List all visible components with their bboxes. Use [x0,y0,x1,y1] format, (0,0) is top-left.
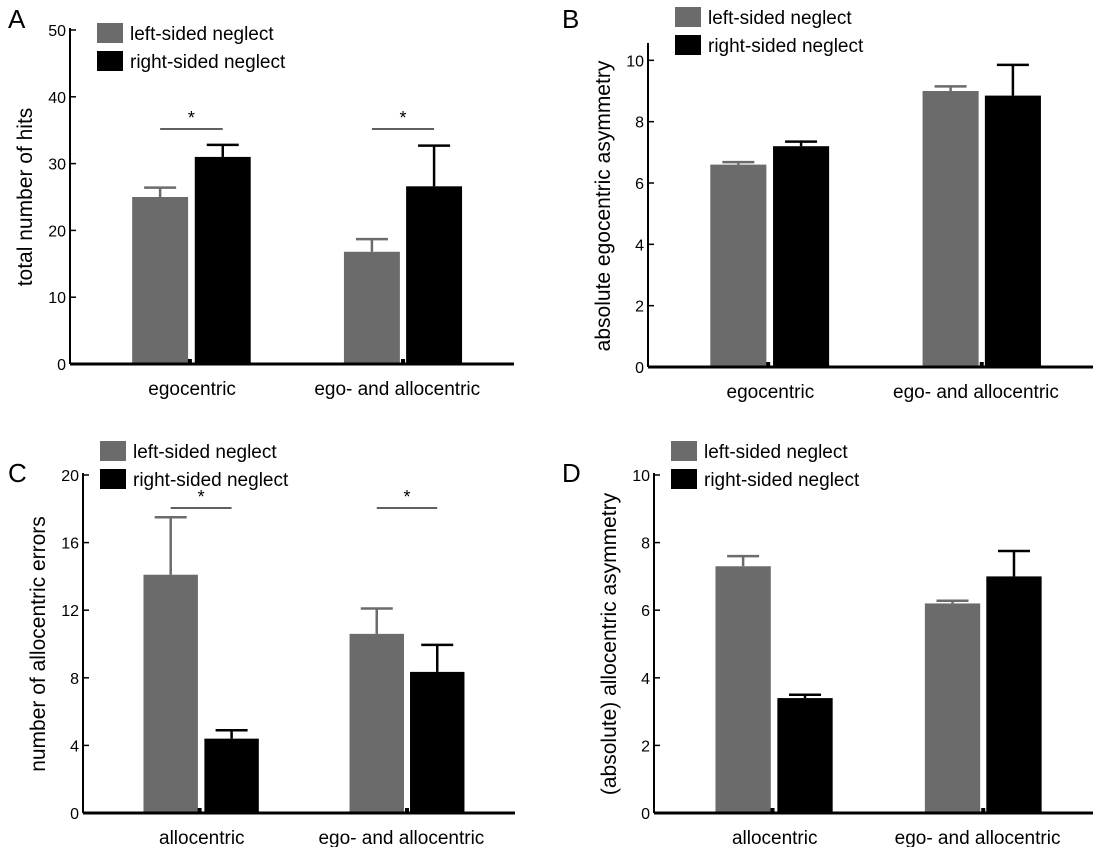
legend-label: left-sided neglect [130,24,274,45]
legend-swatch-right [97,51,123,71]
y-tick-label: 12 [61,603,79,620]
bar-left-1 [922,91,979,367]
y-tick-label: 2 [635,299,644,316]
bar-left-0 [143,574,198,813]
legend-swatch-right [100,469,126,489]
y-tick-label: 2 [641,738,650,755]
y-tick-label: 50 [48,23,66,40]
category-label: ego- and allocentric [893,382,1059,403]
y-tick-label: 30 [48,157,66,174]
bar-right-0 [773,146,830,367]
y-tick-label: 20 [61,468,79,485]
legend-label: right-sided neglect [708,36,864,57]
legend-label: left-sided neglect [708,8,852,29]
legend-label: right-sided neglect [130,52,286,73]
category-label: allocentric [159,828,245,847]
bar-right-1 [410,671,465,813]
x-tick [405,808,409,813]
legend-label: left-sided neglect [133,442,277,463]
y-axis-label: number of allocentric errors [27,516,50,772]
y-tick-label: 16 [61,536,79,553]
legend-swatch-left [671,441,697,461]
legend-swatch-left [675,7,701,27]
y-axis-label: (absolute) allocentric asymmetry [598,492,621,795]
legend-swatch-left [100,441,126,461]
y-tick-label: 0 [57,357,66,374]
x-tick [197,808,202,813]
category-label: ego- and allocentric [314,379,480,400]
y-tick-label: 4 [635,237,644,254]
panel-letter: C [8,458,27,488]
x-tick [979,362,984,367]
legend-label: right-sided neglect [133,470,289,491]
y-tick-label: 0 [70,806,79,823]
bar-left-0 [710,164,767,367]
panel-letter: A [8,4,26,34]
bar-right-1 [406,186,463,364]
legend-label: left-sided neglect [704,442,848,463]
panel-A: A 0 10 20 30 40 50 egocentric ego- and allocentr… [8,4,514,400]
panel-C: C 0 4 8 12 16 20 allocentric ego- and allocentri… [8,441,515,847]
y-tick-label: 40 [48,90,66,107]
panel-D: D 0 2 4 6 8 10 allocentric ego- and allocentric (… [562,441,1093,847]
category-label: ego- and allocentric [895,828,1061,847]
y-tick-label: 8 [635,115,644,132]
y-tick-label: 10 [626,53,644,70]
legend-swatch-right [675,35,701,55]
category-label: ego- and allocentric [318,828,484,847]
y-tick-label: 10 [632,468,650,485]
category-label: egocentric [727,382,815,403]
x-tick [401,359,405,364]
y-tick-label: 4 [70,738,79,755]
x-tick [770,808,775,813]
category-label: egocentric [148,379,236,400]
panel-letter: D [562,458,581,488]
panel-letter: B [562,4,579,34]
y-tick-label: 4 [641,671,650,688]
legend-label: right-sided neglect [704,470,860,491]
bar-left-1 [349,633,404,813]
significance-marker: * [198,487,205,507]
y-tick-label: 8 [70,671,79,688]
bar-left-0 [132,197,189,364]
bar-right-1 [986,576,1042,813]
x-tick [981,808,986,813]
y-axis-label: total number of hits [14,108,37,287]
x-tick [187,359,192,364]
y-tick-label: 20 [48,223,66,240]
y-axis-label: absolute egocentric asymmetry [592,60,615,351]
y-tick-label: 8 [641,536,650,553]
significance-marker: * [188,108,195,128]
y-tick-label: 0 [641,806,650,823]
category-label: allocentric [732,828,818,847]
significance-marker: * [399,108,406,128]
bar-right-0 [194,156,251,364]
bar-right-1 [984,95,1041,367]
bar-left-0 [715,566,771,813]
panel-B: B 0 2 4 6 8 10 egocentric ego- and allocentric ab… [562,4,1093,403]
bar-right-0 [204,738,259,813]
bar-left-1 [924,603,981,813]
x-tick [766,362,771,367]
bar-right-0 [777,698,833,813]
y-tick-label: 6 [641,603,650,620]
legend-swatch-left [97,23,123,43]
y-tick-label: 0 [635,360,644,377]
y-tick-label: 6 [635,176,644,193]
significance-marker: * [403,487,410,507]
legend-swatch-right [671,469,697,489]
bar-left-1 [343,251,400,364]
y-tick-label: 10 [48,290,66,307]
